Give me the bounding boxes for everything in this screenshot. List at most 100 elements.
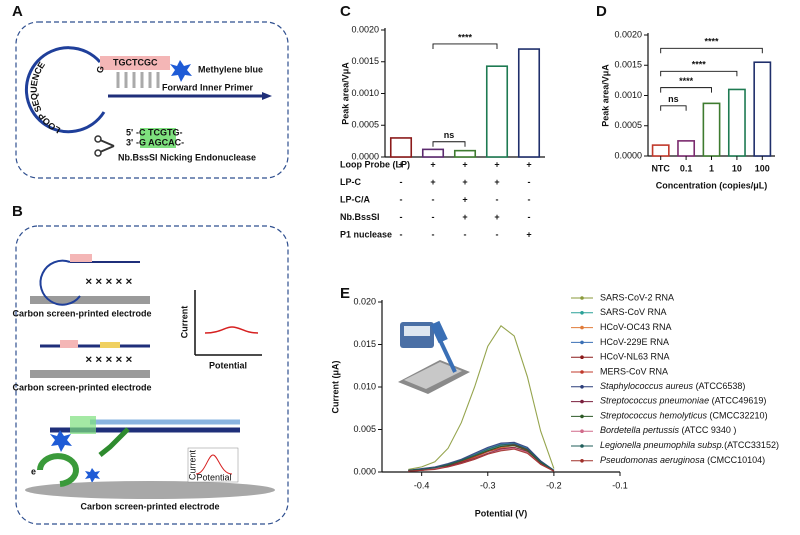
significance-label: ****: [458, 32, 473, 42]
legend-label-italic: Pseudomonas aeruginosa: [600, 455, 707, 465]
bar: [702, 102, 721, 157]
methylene-blue-icon: [170, 60, 192, 82]
significance-bracket: [432, 141, 466, 147]
row-label: LP-C/A: [340, 194, 370, 204]
primer-label: Forward Inner Primer: [162, 82, 254, 92]
site-seq: -C TCGTG-: [136, 127, 183, 137]
significance-bracket: [660, 47, 763, 54]
x-tick-label: -0.3: [480, 480, 496, 490]
legend-label: Pseudomonas aeruginosa (CMCC10104): [600, 455, 765, 465]
instrument-illustration: [398, 320, 470, 394]
loop-label: LOOP SEQUENCE: [29, 60, 62, 135]
row-label: Loop Probe (LP): [340, 159, 410, 169]
electrode: [25, 481, 275, 499]
table-cell: -: [432, 194, 435, 204]
legend-label: HCoV-OC43 RNA: [600, 322, 672, 332]
legend-dot: [580, 399, 584, 404]
y-tick-label: 0.015: [353, 339, 376, 349]
legend-dot: [580, 340, 584, 345]
bar: [517, 48, 541, 158]
table-cell: +: [462, 212, 467, 222]
significance-label: ****: [679, 76, 694, 86]
flat-curve: [204, 326, 259, 334]
bar: [453, 149, 477, 158]
legend-label-italic: Legionella pneumophila subsp.: [600, 440, 724, 450]
significance-bracket: [660, 87, 712, 93]
y-axis-label: Current (μA): [330, 360, 340, 413]
significance-label: ns: [668, 94, 679, 104]
y-tick-label: 0.0020: [614, 29, 642, 39]
legend-label: HCoV-229E RNA: [600, 337, 669, 347]
stem-box: [70, 254, 92, 262]
panel-label: D: [596, 3, 607, 20]
mini-plot: [187, 447, 239, 483]
x-tick-label: -0.4: [414, 480, 430, 490]
electron-label: e: [31, 466, 36, 476]
scissors-ring: [94, 149, 102, 157]
y-axis-label: Peak area/VμA: [340, 62, 350, 125]
stem-seq: TGCTCGC: [113, 57, 158, 67]
y-tick-label: 0.0010: [351, 88, 379, 98]
stem-box: [60, 340, 78, 348]
axis-label: Potential: [196, 472, 231, 482]
x-tick-label: -0.1: [612, 480, 628, 490]
primer-box: [100, 342, 120, 348]
table-cell: -: [432, 229, 435, 239]
check-mark: [98, 427, 130, 457]
legend-label: MERS-CoV RNA: [600, 366, 668, 376]
table-cell: -: [464, 229, 467, 239]
series-line: [408, 324, 555, 470]
legend-dot: [580, 385, 584, 389]
bar: [651, 144, 670, 157]
methylene-blue-icon: [50, 430, 72, 452]
significance-label: ****: [704, 37, 719, 47]
site-box: [70, 416, 96, 434]
electrode-label: Carbon screen-printed electrode: [12, 382, 151, 392]
legend-label: Staphylococcus aureus (ATCC6538): [600, 381, 745, 391]
y-tick-label: 0.020: [353, 296, 376, 306]
y-tick-label: 0.0000: [351, 151, 379, 161]
bar: [727, 88, 746, 157]
y-tick-label: 0.0015: [614, 60, 642, 70]
panel-frame: [15, 225, 289, 525]
panel-label: A: [12, 3, 23, 20]
y-tick-label: 0.0000: [614, 150, 642, 160]
bar: [485, 65, 509, 158]
legend-label-rest: (ATCC49619): [712, 396, 767, 406]
table-cell: -: [400, 229, 403, 239]
bar: [677, 140, 696, 157]
site-seq: -G AGCAC-: [136, 137, 184, 147]
axis-label: Current: [179, 306, 189, 339]
significance-bracket: [432, 43, 498, 49]
legend-label-rest: (ATCC 9340 ): [682, 426, 737, 436]
table-cell: +: [494, 212, 499, 222]
x-tick-label: NTC: [651, 163, 670, 173]
y-tick-label: 0.0020: [351, 24, 379, 34]
electrode-label: Carbon screen-printed electrode: [12, 308, 151, 318]
table-cell: +: [430, 159, 435, 169]
table-cell: +: [398, 159, 403, 169]
x-axis-label: Concentration (copies/μL): [656, 180, 768, 190]
legend-label-rest: (ATCC33152): [724, 440, 779, 450]
x-tick-label: 100: [755, 163, 770, 173]
y-tick-label: 0.0005: [351, 120, 379, 130]
y-tick-label: 0.010: [353, 381, 376, 391]
table-cell: -: [528, 194, 531, 204]
table-cell: -: [496, 229, 499, 239]
legend-label: SARS-CoV RNA: [600, 307, 667, 317]
table-cell: +: [526, 229, 531, 239]
legend-dot: [580, 296, 584, 300]
legend-dot: [580, 459, 584, 463]
panel-label: C: [340, 3, 351, 20]
reporter-label: Methylene blue: [198, 64, 263, 74]
table-cell: -: [400, 194, 403, 204]
legend-label-italic: Bordetella pertussis: [600, 426, 682, 436]
y-tick-label: 0.0010: [614, 90, 642, 100]
methylene-blue-icon: [85, 468, 100, 483]
table-cell: -: [496, 194, 499, 204]
y-tick-label: 0.0005: [614, 120, 642, 130]
table-cell: -: [432, 212, 435, 222]
electrode: [30, 370, 150, 378]
series-line: [408, 443, 555, 471]
